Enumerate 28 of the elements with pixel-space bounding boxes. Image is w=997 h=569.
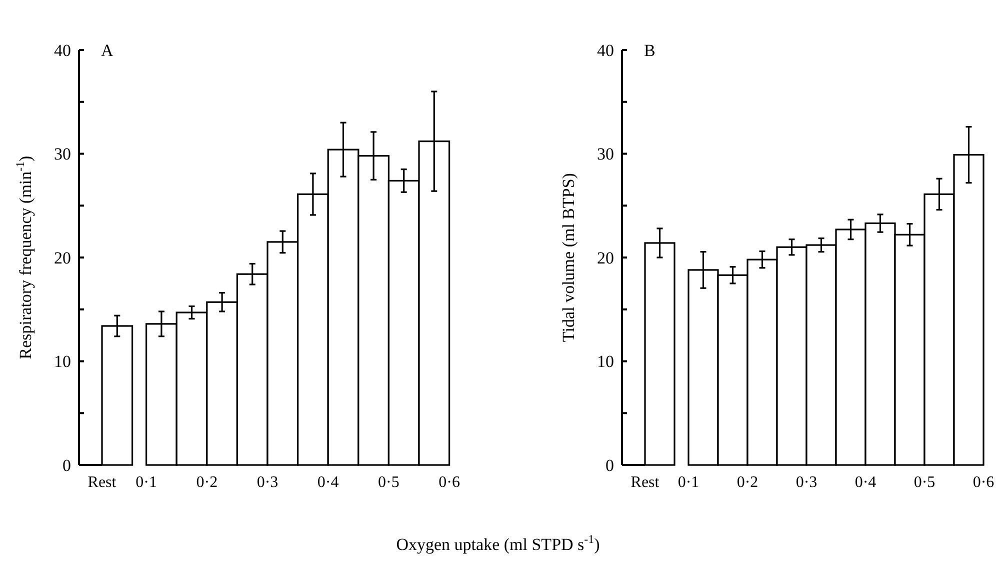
x-tick-label: 0·5 bbox=[378, 474, 400, 491]
x-axis-title: Oxygen uptake (ml STPD s$^{-1}$) bbox=[396, 532, 600, 554]
y-tick-label: 20 bbox=[54, 248, 71, 268]
y-tick-label: 40 bbox=[597, 40, 614, 60]
y-tick-label: 20 bbox=[597, 248, 614, 268]
x-tick-label: 0·3 bbox=[256, 474, 278, 491]
x-tick-label: 0·3 bbox=[796, 474, 818, 491]
y-tick-label: 30 bbox=[54, 144, 71, 164]
x-tick-label: 0·4 bbox=[317, 474, 339, 491]
y-tick-label: 0 bbox=[606, 456, 614, 475]
y-axis-title: Tidal volume (ml BTPS) bbox=[559, 173, 578, 342]
x-tick-label: 0·6 bbox=[972, 474, 994, 491]
x-tick-label: 0·2 bbox=[196, 474, 218, 491]
x-tick-label: 0·2 bbox=[736, 474, 758, 491]
y-tick-label: 0 bbox=[62, 456, 71, 475]
x-tick-label: 0·1 bbox=[136, 474, 157, 491]
x-tick-label: 0·4 bbox=[854, 474, 876, 491]
chart-title: B bbox=[644, 41, 656, 60]
y-tick-label: 10 bbox=[54, 352, 71, 372]
y-tick-label: 10 bbox=[597, 352, 614, 372]
x-tick-label: 0·5 bbox=[914, 474, 936, 491]
y-tick-label: 30 bbox=[597, 144, 614, 164]
x-tick-label: 0·6 bbox=[438, 474, 460, 491]
y-tick-label: 40 bbox=[54, 40, 71, 60]
x-tick-label: Rest bbox=[88, 474, 117, 491]
x-tick-label: Rest bbox=[630, 474, 660, 491]
x-tick-label: 0·1 bbox=[678, 474, 700, 491]
chart-title: A bbox=[101, 41, 114, 60]
